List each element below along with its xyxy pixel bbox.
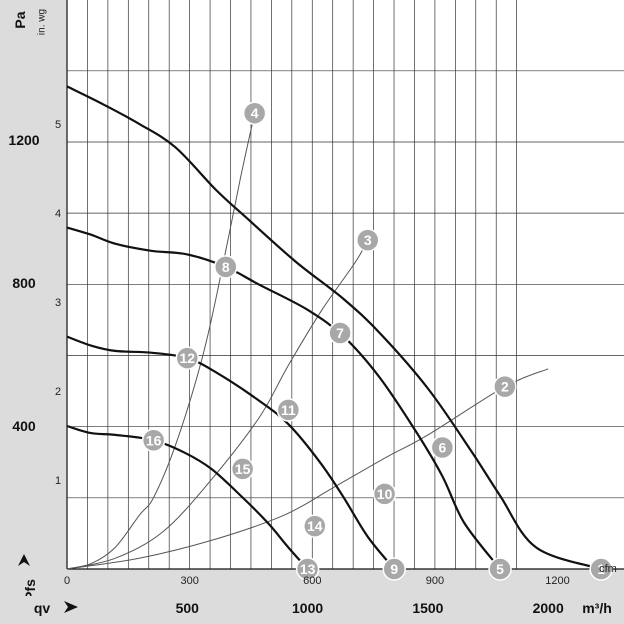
operating-point-label: 3 xyxy=(364,232,372,248)
operating-point-marker xyxy=(230,457,255,481)
grid xyxy=(66,0,624,570)
operating-point-marker xyxy=(589,557,613,581)
fan-curve xyxy=(66,424,309,570)
system-curve xyxy=(66,368,549,570)
x-axis-tick-label-cfm: 900 xyxy=(426,575,444,587)
operating-point-marker xyxy=(295,557,320,581)
operating-point-marker xyxy=(372,482,397,506)
operating-point-label: 12 xyxy=(180,350,196,366)
x-axis-arrow-icon xyxy=(64,601,78,613)
y-axis-tick-label-pa: 1200 xyxy=(8,132,39,148)
operating-point-marker xyxy=(242,101,267,125)
operating-point-label: 13 xyxy=(300,561,316,577)
operating-point-label: 10 xyxy=(377,486,393,502)
x-axis-tick-label-m3h: 1500 xyxy=(412,600,443,616)
operating-point-marker xyxy=(356,228,380,252)
operating-point-marker xyxy=(430,435,455,460)
x-axis-tick-label-cfm: 300 xyxy=(180,575,198,587)
operating-point-label: 16 xyxy=(146,432,162,448)
x-axis-tick-label-cfm: 600 xyxy=(303,575,321,587)
fan-curves xyxy=(66,85,602,571)
operating-point-label: 4 xyxy=(251,105,259,121)
operating-point-label: 2 xyxy=(501,379,509,395)
x-axis-tick-label-cfm: 1200 xyxy=(545,575,569,587)
operating-point-marker xyxy=(493,374,517,399)
y-axis-tick-label-inwg: 4 xyxy=(55,208,61,220)
y-axis-tick-label-inwg: 5 xyxy=(55,119,61,131)
y-axis-tick-label-inwg: 3 xyxy=(55,297,61,309)
operating-point-marker xyxy=(488,557,512,581)
x-axis-tick-label-m3h: 500 xyxy=(176,600,200,616)
operating-point-label: 6 xyxy=(438,439,446,455)
y-axis-tick-label-pa: 400 xyxy=(12,418,36,434)
operating-point-label: 1 xyxy=(597,561,605,577)
operating-point-marker xyxy=(175,346,200,370)
x-axis-quantity-label: qv xyxy=(34,600,51,616)
operating-point-label: 11 xyxy=(281,402,296,418)
y-axis-tick-label-pa: 800 xyxy=(12,275,36,291)
x-axis-unit-m3h: m³/h xyxy=(582,600,612,616)
fan-curve xyxy=(66,226,501,570)
operating-point-label: 14 xyxy=(307,518,323,534)
y-axis-quantity-label: Pfs xyxy=(22,579,38,601)
x-axis-tick-label-cfm: 0 xyxy=(64,575,70,587)
operating-point-marker xyxy=(214,255,238,279)
operating-point-marker xyxy=(382,557,406,581)
operating-point-label: 8 xyxy=(222,259,230,275)
y-axis-tick-label-inwg: 1 xyxy=(55,475,61,487)
y-axis-unit-inwg: in. wg xyxy=(37,9,48,35)
y-axis-tick-label-inwg: 2 xyxy=(55,386,61,398)
operating-point-marker xyxy=(303,514,327,538)
system-curve xyxy=(66,113,256,570)
operating-point-label: 5 xyxy=(496,561,504,577)
y-axis-unit-pa: Pa xyxy=(12,11,28,28)
x-axis-unit-cfm: cfm xyxy=(599,563,617,575)
fan-curve xyxy=(66,85,602,571)
operating-point-marker xyxy=(276,398,301,422)
x-axis-tick-label-m3h: 1000 xyxy=(292,600,323,616)
operating-point-marker xyxy=(141,428,166,453)
system-curves xyxy=(66,113,549,570)
x-axis-tick-label-m3h: 2000 xyxy=(533,600,564,616)
x-axis-band xyxy=(0,596,624,624)
operating-point-label: 9 xyxy=(390,561,398,577)
y-axis-arrow-icon xyxy=(18,554,30,566)
fan-curve xyxy=(66,335,396,570)
operating-point-label: 7 xyxy=(336,325,344,341)
operating-point-marker xyxy=(328,321,352,345)
system-curve xyxy=(66,239,369,570)
operating-point-label: 15 xyxy=(235,461,251,477)
